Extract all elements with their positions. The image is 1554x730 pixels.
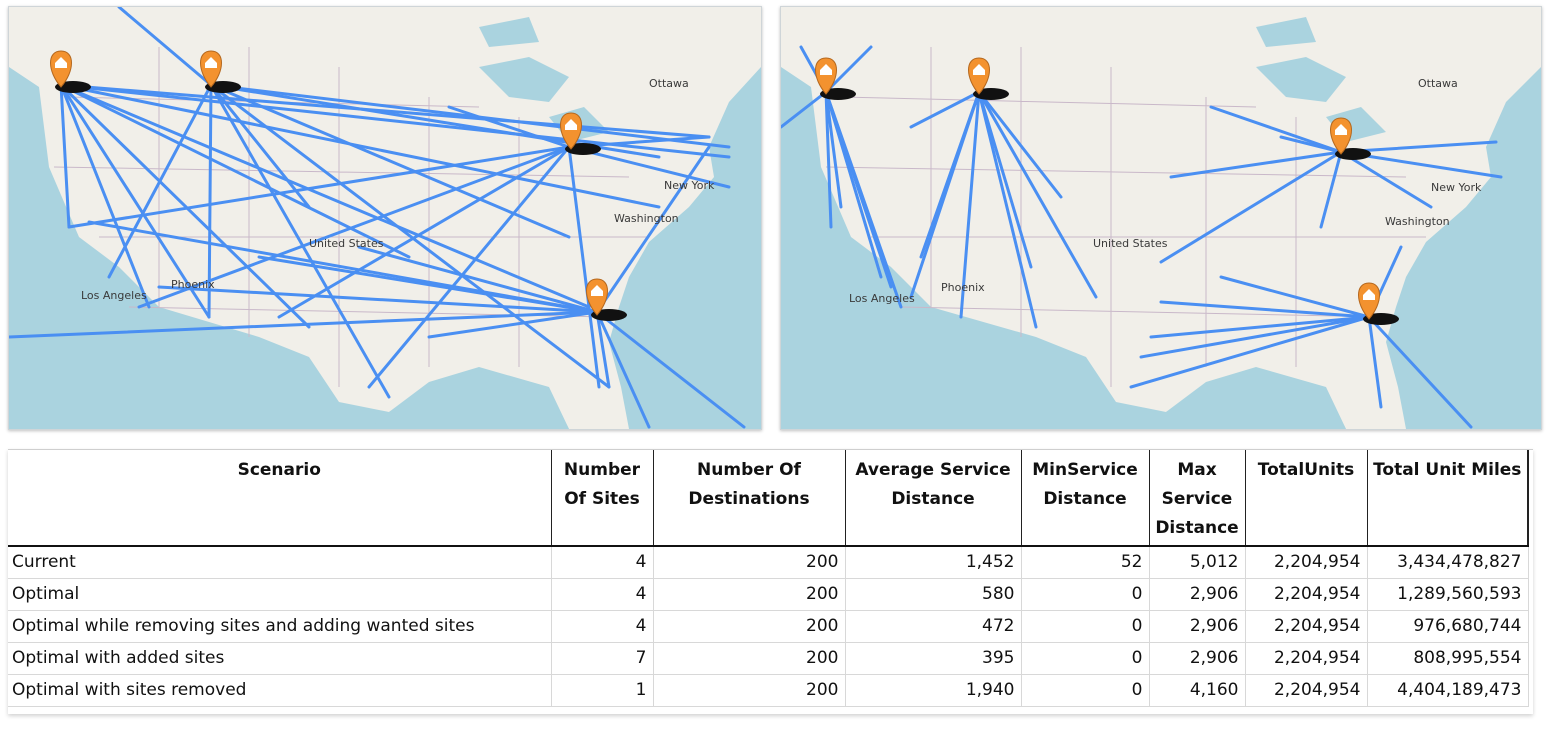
cell-min-service-distance[interactable]: 52 <box>1021 546 1150 579</box>
cell-number-of-sites[interactable]: 4 <box>551 546 654 579</box>
cell-min-service-distance[interactable]: 0 <box>1021 674 1150 707</box>
cell-total-unit-miles[interactable]: 976,680,744 <box>1367 610 1529 643</box>
label-phoenix: Phoenix <box>941 281 985 294</box>
map-optimal-scenario[interactable]: Ottawa New York Washington United States… <box>780 6 1542 430</box>
label-united-states: United States <box>1093 237 1168 250</box>
label-washington: Washington <box>1385 215 1450 228</box>
gulf-of-mexico <box>1146 372 1346 429</box>
cell-average-service-distance[interactable]: 472 <box>845 610 1022 643</box>
label-ottawa: Ottawa <box>649 77 689 90</box>
cell-average-service-distance[interactable]: 1,452 <box>845 546 1022 579</box>
cell-scenario[interactable]: Optimal with sites removed <box>8 674 552 707</box>
scenario-comparison-table: Scenario Number Of Sites Number Of Desti… <box>8 449 1533 714</box>
cell-total-units[interactable]: 2,204,954 <box>1245 674 1368 707</box>
cell-number-of-destinations[interactable]: 200 <box>653 610 846 643</box>
site-marker[interactable] <box>586 278 628 321</box>
label-new-york: New York <box>1431 181 1482 194</box>
label-los-angeles: Los Angeles <box>81 289 147 302</box>
site-marker[interactable] <box>560 112 602 155</box>
cell-total-units[interactable]: 2,204,954 <box>1245 610 1368 643</box>
column-header-number-of-destinations[interactable]: Number Of Destinations <box>653 450 846 547</box>
cell-number-of-sites[interactable]: 4 <box>551 610 654 643</box>
cell-max-service-distance[interactable]: 2,906 <box>1149 642 1246 675</box>
label-new-york: New York <box>664 179 715 192</box>
route-lines-right <box>781 45 1503 429</box>
cell-total-unit-miles[interactable]: 808,995,554 <box>1367 642 1529 675</box>
label-washington: Washington <box>614 212 679 225</box>
cell-average-service-distance[interactable]: 395 <box>845 642 1022 675</box>
site-marker[interactable] <box>50 50 92 93</box>
column-header-number-of-sites[interactable]: Number Of Sites <box>551 450 654 547</box>
cell-number-of-sites[interactable]: 1 <box>551 674 654 707</box>
label-phoenix: Phoenix <box>171 278 215 291</box>
column-header-min-service-distance[interactable]: MinService Distance <box>1021 450 1150 547</box>
column-header-total-unit-miles[interactable]: Total Unit Miles <box>1367 450 1529 547</box>
state-borders <box>825 47 1426 387</box>
cell-number-of-destinations[interactable]: 200 <box>653 674 846 707</box>
gulf-of-mexico <box>369 372 569 429</box>
label-united-states: United States <box>309 237 384 250</box>
cell-min-service-distance[interactable]: 0 <box>1021 578 1150 611</box>
table-row[interactable]: Optimal with sites removed 1 200 1,940 0… <box>8 674 1529 707</box>
map-canvas: Ottawa New York Washington United States… <box>9 7 761 429</box>
site-marker[interactable] <box>968 57 1010 100</box>
site-marker[interactable] <box>200 50 242 93</box>
table-header-row: Scenario Number Of Sites Number Of Desti… <box>8 450 1529 547</box>
cell-max-service-distance[interactable]: 5,012 <box>1149 546 1246 579</box>
cell-average-service-distance[interactable]: 580 <box>845 578 1022 611</box>
column-header-total-units[interactable]: TotalUnits <box>1245 450 1368 547</box>
route-lines-left <box>9 7 746 429</box>
cell-max-service-distance[interactable]: 4,160 <box>1149 674 1246 707</box>
site-marker[interactable] <box>815 57 857 100</box>
table-row[interactable]: Optimal 4 200 580 0 2,906 2,204,954 1,28… <box>8 578 1529 611</box>
cell-min-service-distance[interactable]: 0 <box>1021 642 1150 675</box>
cell-total-units[interactable]: 2,204,954 <box>1245 642 1368 675</box>
table-row[interactable]: Optimal with added sites 7 200 395 0 2,9… <box>8 642 1529 675</box>
table-row[interactable]: Current 4 200 1,452 52 5,012 2,204,954 3… <box>8 546 1529 579</box>
cell-scenario[interactable]: Optimal with added sites <box>8 642 552 675</box>
cell-total-unit-miles[interactable]: 3,434,478,827 <box>1367 546 1529 579</box>
cell-min-service-distance[interactable]: 0 <box>1021 610 1150 643</box>
cell-total-units[interactable]: 2,204,954 <box>1245 546 1368 579</box>
column-header-scenario[interactable]: Scenario <box>8 450 552 547</box>
label-los-angeles: Los Angeles <box>849 292 915 305</box>
column-header-max-service-distance[interactable]: Max Service Distance <box>1149 450 1246 547</box>
site-marker[interactable] <box>1330 117 1372 160</box>
cell-scenario[interactable]: Optimal <box>8 578 552 611</box>
cell-number-of-sites[interactable]: 4 <box>551 578 654 611</box>
cell-number-of-destinations[interactable]: 200 <box>653 578 846 611</box>
label-ottawa: Ottawa <box>1418 77 1458 90</box>
column-header-average-service-distance[interactable]: Average Service Distance <box>845 450 1022 547</box>
cell-number-of-destinations[interactable]: 200 <box>653 642 846 675</box>
cell-number-of-destinations[interactable]: 200 <box>653 546 846 579</box>
map-canvas: Ottawa New York Washington United States… <box>781 7 1541 429</box>
cell-scenario[interactable]: Optimal while removing sites and adding … <box>8 610 552 643</box>
great-lakes <box>1256 17 1386 142</box>
cell-total-unit-miles[interactable]: 1,289,560,593 <box>1367 578 1529 611</box>
great-lakes <box>479 17 609 142</box>
map-current-scenario[interactable]: Ottawa New York Washington United States… <box>8 6 762 430</box>
site-marker[interactable] <box>1358 282 1400 325</box>
cell-max-service-distance[interactable]: 2,906 <box>1149 578 1246 611</box>
cell-number-of-sites[interactable]: 7 <box>551 642 654 675</box>
cell-average-service-distance[interactable]: 1,940 <box>845 674 1022 707</box>
cell-max-service-distance[interactable]: 2,906 <box>1149 610 1246 643</box>
cell-total-units[interactable]: 2,204,954 <box>1245 578 1368 611</box>
cell-scenario[interactable]: Current <box>8 546 552 579</box>
table-row[interactable]: Optimal while removing sites and adding … <box>8 610 1529 643</box>
cell-total-unit-miles[interactable]: 4,404,189,473 <box>1367 674 1529 707</box>
